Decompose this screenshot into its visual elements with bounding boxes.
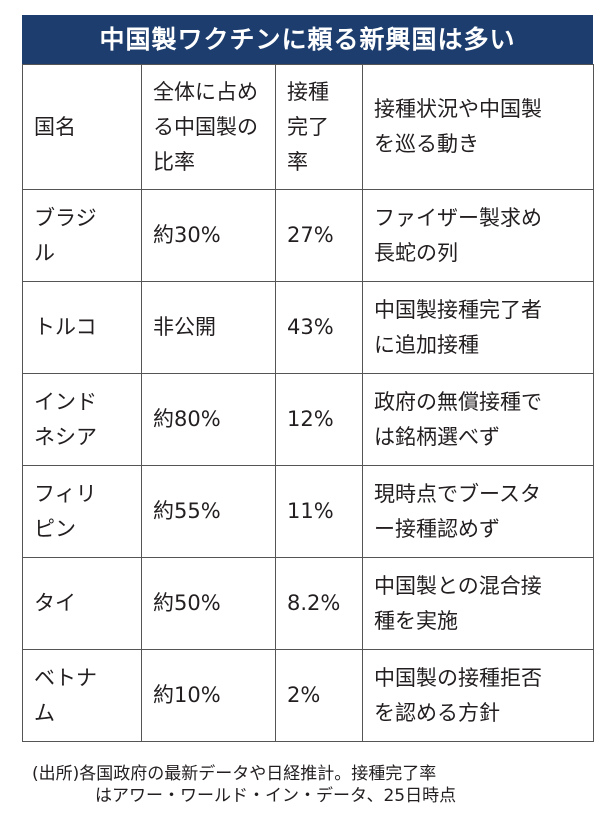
cell-country: ベトナム: [22, 649, 142, 742]
header-completion: 接種完了率: [275, 64, 363, 190]
table-row: ブラジル 約30% 27% ファイザー製求め長蛇の列: [22, 189, 594, 282]
cell-status: ファイザー製求め長蛇の列: [362, 189, 594, 282]
table-title: 中国製ワクチンに頼る新興国は多い: [22, 15, 593, 64]
cell-completion: 12%: [275, 373, 363, 466]
cell-status: 中国製との混合接種を実施: [362, 557, 594, 650]
table-row: ベトナム 約10% 2% 中国製の接種拒否を認める方針: [22, 649, 594, 742]
table-row: インドネシア 約80% 12% 政府の無償接種では銘柄選べず: [22, 373, 594, 466]
cell-share: 約30%: [141, 189, 276, 282]
cell-share: 約50%: [141, 557, 276, 650]
cell-status: 中国製の接種拒否を認める方針: [362, 649, 594, 742]
cell-completion: 27%: [275, 189, 363, 282]
cell-status: 中国製接種完了者に追加接種: [362, 281, 594, 374]
table-row: フィリピン 約55% 11% 現時点でブースター接種認めず: [22, 465, 594, 558]
cell-share: 約10%: [141, 649, 276, 742]
table-row: タイ 約50% 8.2% 中国製との混合接種を実施: [22, 557, 594, 650]
cell-country: タイ: [22, 557, 142, 650]
vaccine-table: 国名 全体に占める中国製の比率 接種完了率 接種状況や中国製を巡る動き ブラジル…: [22, 64, 594, 742]
cell-status: 政府の無償接種では銘柄選べず: [362, 373, 594, 466]
table-header-row: 国名 全体に占める中国製の比率 接種完了率 接種状況や中国製を巡る動き: [22, 64, 594, 190]
table-row: トルコ 非公開 43% 中国製接種完了者に追加接種: [22, 281, 594, 374]
cell-share: 非公開: [141, 281, 276, 374]
cell-status: 現時点でブースター接種認めず: [362, 465, 594, 558]
cell-country: インドネシア: [22, 373, 142, 466]
cell-completion: 11%: [275, 465, 363, 558]
cell-completion: 43%: [275, 281, 363, 374]
cell-completion: 2%: [275, 649, 363, 742]
cell-share: 約80%: [141, 373, 276, 466]
cell-share: 約55%: [141, 465, 276, 558]
cell-completion: 8.2%: [275, 557, 363, 650]
source-note: (出所)各国政府の最新データや日経推計。接種完了率 はアワー・ワールド・イン・デ…: [32, 763, 592, 807]
header-country: 国名: [22, 64, 142, 190]
header-status: 接種状況や中国製を巡る動き: [362, 64, 594, 190]
cell-country: ブラジル: [22, 189, 142, 282]
cell-country: トルコ: [22, 281, 142, 374]
cell-country: フィリピン: [22, 465, 142, 558]
vaccine-table-figure: 中国製ワクチンに頼る新興国は多い 国名 全体に占める中国製の比率 接種完了率 接…: [22, 15, 594, 742]
header-share: 全体に占める中国製の比率: [141, 64, 276, 190]
source-note-line-2: はアワー・ワールド・イン・データ、25日時点: [95, 786, 457, 806]
source-note-line-1: (出所)各国政府の最新データや日経推計。接種完了率: [32, 764, 437, 784]
